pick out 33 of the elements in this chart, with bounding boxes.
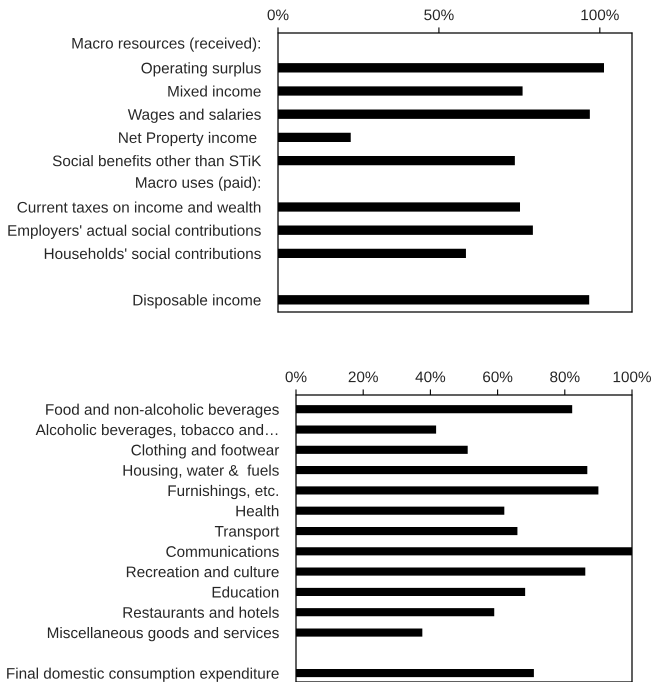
x-tick-label: 20% — [348, 371, 378, 382]
y-tick-label: Miscellaneous goods and services — [48, 626, 279, 642]
text: Macro resources (received): — [72, 37, 260, 52]
y-tick-label: Wages and salaries — [128, 108, 261, 123]
y-tick-label: Recreation and culture — [126, 566, 279, 578]
x-tick-label: 40% — [415, 371, 446, 382]
y-tick-label: Education — [212, 586, 278, 598]
y-tick-label: Clothing and footwear — [131, 444, 280, 459]
y-tick-label: Health — [236, 505, 278, 516]
x-tick-label: 0% — [286, 371, 306, 382]
text: Macro uses (paid): — [136, 176, 260, 191]
y-tick-label: Food and non-alcoholic beverages — [46, 404, 279, 418]
y-tick-label: Housing, water & fuels — [124, 464, 279, 479]
y-tick-label: Furnishings, etc. — [168, 484, 278, 500]
x-tick-label: 0% — [268, 9, 288, 20]
y-tick-label: Communications — [166, 546, 279, 557]
x-tick-label: 100% — [614, 371, 651, 382]
y-tick-label: Mixed income — [168, 85, 261, 97]
y-tick-label: Alcoholic beverages, tobacco and… — [36, 424, 278, 438]
y-tick-label: Transport — [214, 526, 280, 540]
y-tick-label: Restaurants and hotels — [123, 606, 279, 618]
y-tick-label: Net Property income — [119, 132, 256, 146]
y-tick-label: Social benefits other than STiK — [52, 155, 262, 166]
x-tick-label: 80% — [550, 371, 580, 382]
y-tick-label: Final domestic consumption expenditure — [7, 668, 279, 682]
x-tick-label: 60% — [483, 371, 512, 382]
y-tick-label: Current taxes on income and wealth — [18, 201, 260, 213]
y-tick-label: Employers' actual social contributions — [8, 224, 261, 239]
x-tick-label: 50% — [424, 9, 454, 20]
y-tick-label: Households' social contributions — [44, 248, 261, 260]
y-tick-label: Disposable income — [134, 294, 261, 309]
y-tick-label: Operating surplus — [141, 62, 261, 77]
x-tick-label: 100% — [581, 9, 619, 20]
